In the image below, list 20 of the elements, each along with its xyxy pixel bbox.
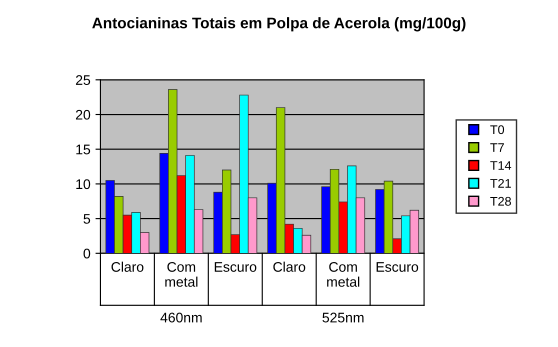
legend-label: T14 [490, 161, 512, 170]
text: 460nm [160, 312, 202, 322]
legend-label: T21 [490, 178, 511, 188]
x-tick-label: Claro [273, 262, 306, 272]
y-tick-label: 5 [84, 214, 90, 224]
x-tick-label: Claro [112, 262, 144, 272]
legend-label: T0 [490, 125, 504, 134]
legend-label: T28 [490, 196, 511, 206]
text: 525nm [322, 312, 364, 322]
chart-title: Antocianinas Totais em Polpa de Acerola (mg/100g) [92, 17, 466, 32]
x-tick-label: Escuro [214, 262, 256, 272]
y-tick-label: 25 [76, 75, 90, 85]
x-tick-label: Com metal [327, 262, 360, 287]
y-tick-label: 0 [84, 248, 90, 258]
x-tick-label: Escuro [376, 262, 418, 272]
x-tick-label: Com metal [165, 262, 198, 287]
y-tick-label: 15 [76, 144, 90, 154]
y-tick-label: 10 [76, 179, 90, 190]
legend-label: T7 [490, 143, 504, 152]
y-tick-label: 20 [76, 110, 90, 120]
